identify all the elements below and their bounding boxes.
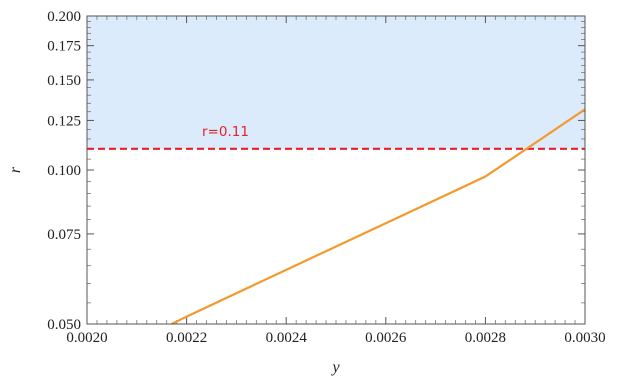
tick-labels-layer: 0.0020 0.0022 0.0024 0.0026 0.0028 0.0030 0.05…: [47, 9, 605, 346]
x-tick-label: 0.0022: [166, 330, 207, 346]
x-axis-label: y: [330, 359, 340, 376]
x-tick-label: 0.0028: [465, 330, 506, 346]
x-tick-label: 0.0030: [564, 330, 605, 346]
x-tick-label: 0.0024: [266, 330, 308, 346]
plot-frame: [86, 15, 586, 325]
y-tick-label: 0.175: [47, 39, 81, 55]
y-axis-label: r: [7, 166, 24, 173]
shaded-region: [87, 16, 585, 149]
y-tick-label: 0.125: [47, 113, 81, 129]
x-tick-label: 0.0026: [365, 330, 407, 346]
y-tick-label: 0.150: [47, 73, 81, 89]
series-line: [171, 108, 586, 325]
y-tick-label: 0.050: [47, 317, 81, 333]
y-tick-label: 0.100: [47, 163, 81, 179]
y-tick-label: 0.075: [47, 227, 81, 243]
x-tick-label: 0.0020: [66, 330, 107, 346]
series-layer: [171, 108, 586, 325]
reference-line-label: r=0.11: [202, 124, 249, 140]
y-tick-label: 0.200: [47, 9, 81, 25]
